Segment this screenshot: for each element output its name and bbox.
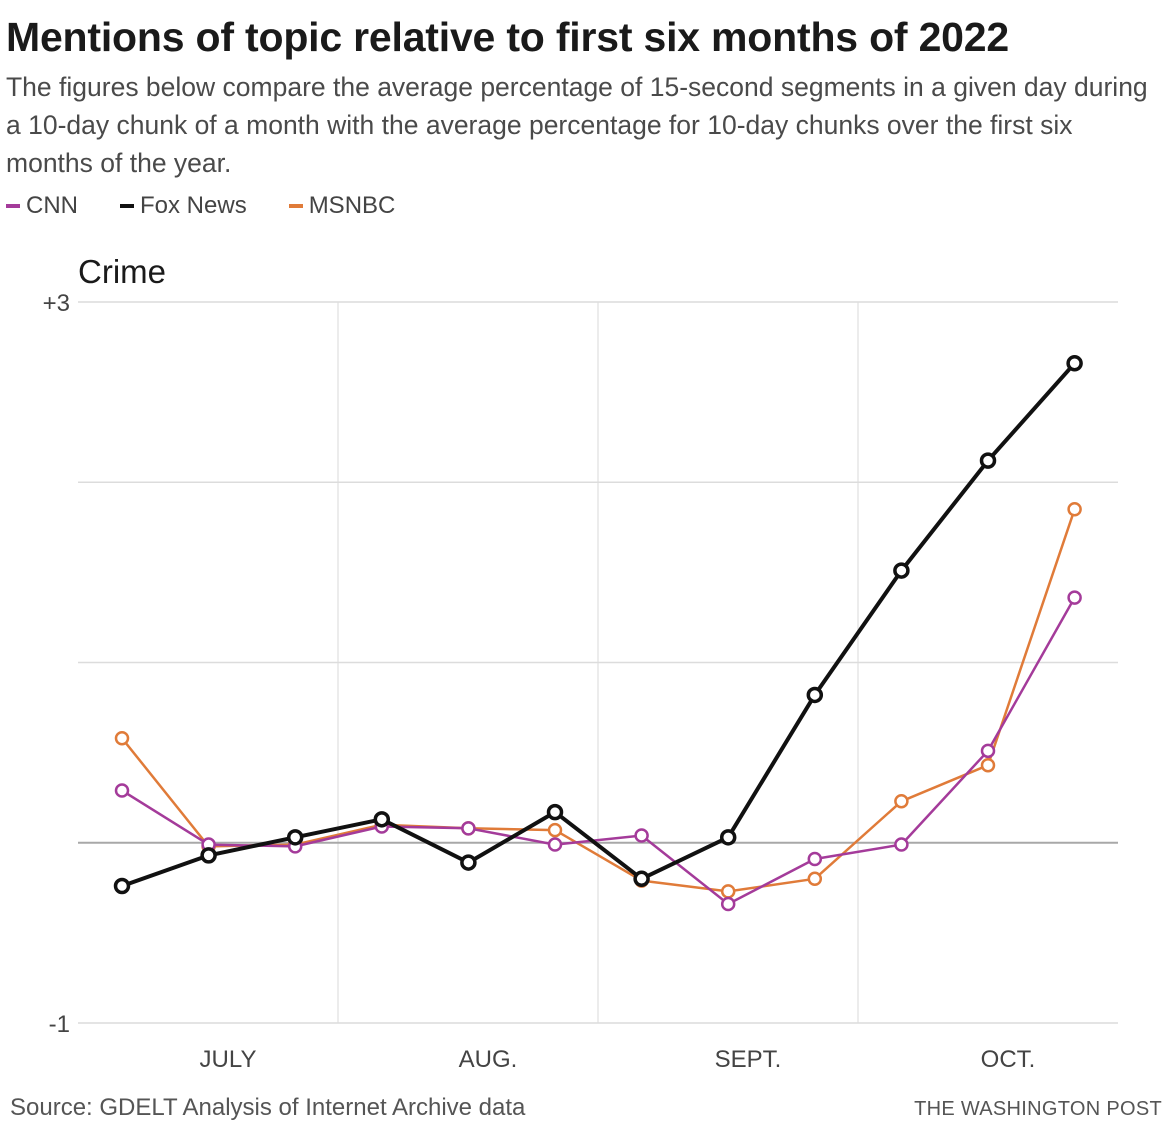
publisher-credit: THE WASHINGTON POST	[914, 1098, 1162, 1120]
chart-title: Mentions of topic relative to first six …	[6, 14, 1009, 60]
data-point-msnbc	[980, 757, 996, 773]
source-note: Source: GDELT Analysis of Internet Archi…	[10, 1094, 526, 1121]
legend-item-fox-news: Fox News	[120, 192, 247, 220]
data-point-msnbc	[894, 794, 909, 809]
series-line-fox-news	[121, 361, 1077, 888]
panel-title: Crime	[78, 253, 166, 290]
y-tick-label: +3	[43, 290, 70, 317]
data-point-fox-news	[460, 854, 477, 871]
data-point-fox-news	[806, 686, 824, 704]
legend-label-fox-news: Fox News	[140, 192, 247, 219]
legend-swatch-cnn	[6, 204, 20, 208]
legend-label-cnn: CNN	[26, 192, 78, 219]
legend-item-cnn: CNN	[6, 192, 78, 220]
series-line-cnn	[121, 596, 1076, 906]
data-point-fox-news	[546, 803, 564, 821]
data-point-fox-news	[200, 847, 217, 864]
data-point-cnn	[461, 821, 476, 836]
data-point-fox-news	[719, 829, 737, 846]
x-tick-label: OCT.	[981, 1046, 1036, 1073]
data-point-cnn	[807, 851, 823, 867]
data-point-fox-news	[633, 870, 650, 888]
chart-subtitle: The figures below compare the average pe…	[6, 72, 1148, 178]
legend-swatch-fox-news	[120, 204, 134, 208]
line-chart: +3 -1 JULY AUG. SEPT. OCT.	[43, 290, 1118, 1073]
data-point-msnbc	[1067, 502, 1082, 517]
data-point-msnbc	[114, 730, 130, 746]
data-point-fox-news	[979, 452, 997, 469]
legend-label-msnbc: MSNBC	[308, 192, 396, 219]
data-point-fox-news	[373, 811, 391, 828]
data-point-cnn	[547, 837, 563, 852]
data-point-fox-news	[286, 829, 304, 846]
y-tick-label: -1	[49, 1011, 70, 1038]
legend-item-msnbc: MSNBC	[288, 192, 396, 220]
data-point-cnn	[114, 783, 130, 798]
data-point-fox-news	[113, 877, 131, 895]
data-point-msnbc	[547, 822, 563, 838]
data-point-cnn	[634, 828, 649, 843]
data-point-msnbc	[720, 884, 736, 899]
data-point-fox-news	[893, 562, 910, 579]
x-tick-label: SEPT.	[715, 1046, 782, 1073]
legend: CNN Fox News MSNBC	[6, 192, 395, 220]
data-point-cnn	[1067, 590, 1082, 605]
x-tick-label: AUG.	[459, 1046, 518, 1073]
x-tick-label: JULY	[200, 1046, 257, 1073]
data-point-msnbc	[807, 871, 823, 887]
data-point-fox-news	[1066, 355, 1083, 372]
data-point-cnn	[894, 837, 909, 852]
legend-swatch-msnbc	[288, 204, 303, 208]
data-point-cnn	[720, 896, 736, 912]
data-point-cnn	[980, 743, 996, 759]
